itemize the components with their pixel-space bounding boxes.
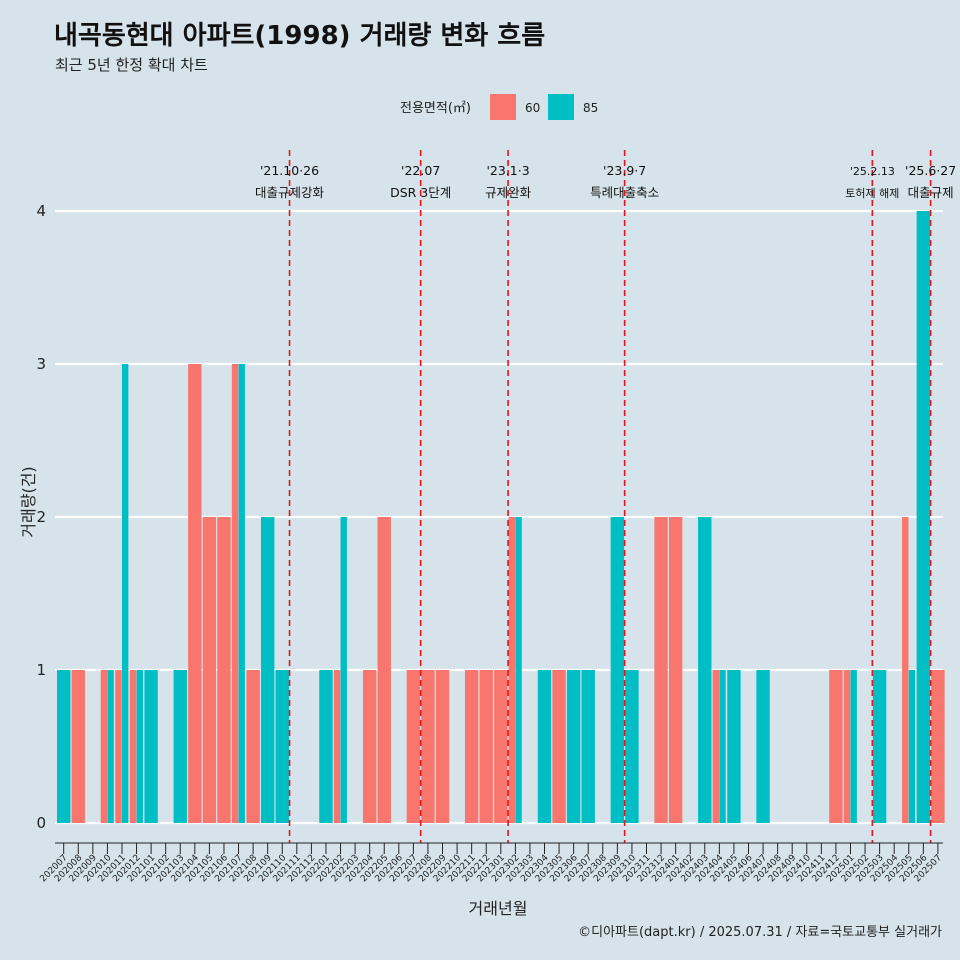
bar-85-202103	[173, 670, 187, 823]
bar-85-202304	[537, 670, 552, 823]
chart-caption: ©디아파트(dapt.kr) / 2025.07.31 / 자료=국토교통부 실…	[578, 925, 942, 940]
event-date: '25.2.13	[850, 165, 895, 178]
bar-85-202404	[719, 670, 726, 823]
event-date: '23.1·3	[486, 163, 529, 178]
bar-85-202109	[260, 517, 275, 823]
y-tick-label: 0	[36, 814, 46, 832]
bar-60-202212	[479, 670, 493, 823]
event-annotations: '21.10·26 대출규제강화 '22.07 DSR 3단계 '23.1·3 규제완화 '…	[255, 163, 956, 200]
bar-60-202012	[129, 670, 137, 823]
bar-85-202506	[916, 211, 931, 823]
bar-60-202211	[464, 670, 479, 823]
bar-85-202309	[610, 517, 625, 823]
legend-swatch-85	[548, 94, 574, 120]
y-tick-label: 2	[36, 508, 46, 526]
bars	[56, 211, 945, 823]
bar-60-202107	[231, 364, 239, 823]
event-date: '22.07	[401, 163, 440, 178]
bar-85-202405	[727, 670, 741, 823]
bar-85-202012	[136, 670, 143, 823]
bar-60-202108	[246, 670, 260, 823]
bar-85-202302	[515, 517, 522, 823]
event-label: 특례대출축소	[590, 185, 659, 200]
bar-85-202011	[121, 364, 129, 823]
event-label: 규제완화	[485, 185, 532, 200]
bar-85-202310	[625, 670, 639, 823]
event-label: 토허제 해제	[845, 186, 899, 200]
chart-title: 내곡동현대 아파트(1998) 거래량 변화 흐름	[54, 21, 545, 51]
bar-85-202010	[107, 670, 114, 823]
bar-60-202011	[115, 670, 122, 823]
bar-60-202312	[654, 517, 668, 823]
bar-60-202202	[333, 670, 341, 823]
event-date: '25.6·27	[905, 163, 956, 178]
bar-85-202007	[56, 670, 71, 823]
bar-85-202407	[756, 670, 770, 823]
bar-60-202008	[71, 670, 85, 823]
x-axis-label: 거래년월	[469, 899, 528, 918]
event-label: DSR 3단계	[390, 185, 451, 200]
bar-85-202306	[566, 670, 581, 823]
bar-60-202401	[668, 517, 683, 823]
bar-60-202501	[843, 670, 851, 823]
bar-85-202101	[144, 670, 158, 823]
bar-85-202503	[872, 670, 887, 823]
legend-label-60: 60	[525, 101, 540, 115]
legend-title: 전용면적(㎡)	[400, 101, 471, 116]
event-label: 대출규제강화	[255, 185, 325, 200]
event-lines	[288, 150, 932, 843]
bar-60-202204	[362, 670, 377, 823]
event-date: '21.10·26	[260, 163, 319, 178]
bar-85-202202	[340, 517, 347, 823]
bar-85-202501	[850, 670, 857, 823]
bar-85-202505	[908, 670, 916, 823]
y-tick-label: 3	[36, 355, 46, 373]
chart-subtitle: 최근 5년 한정 확대 차트	[55, 56, 208, 74]
bar-60-202404	[712, 670, 720, 823]
legend-swatch-60	[490, 94, 516, 120]
bar-85-202110	[275, 670, 289, 823]
bar-60-202208	[421, 670, 435, 823]
bar-60-202301	[494, 670, 508, 823]
bar-85-202403	[698, 517, 712, 823]
event-label: 대출규제	[908, 185, 954, 200]
bar-60-202105	[202, 517, 217, 823]
bar-60-202106	[217, 517, 231, 823]
bar-85-202201	[319, 670, 333, 823]
bar-85-202107	[238, 364, 245, 823]
bar-60-202412	[829, 670, 843, 823]
y-tick-label: 1	[36, 661, 46, 679]
bar-60-202507	[931, 670, 945, 823]
event-date: '23.9·7	[603, 163, 646, 178]
legend-label-85: 85	[583, 101, 598, 115]
bar-60-202104	[188, 364, 202, 823]
bar-60-202207	[406, 670, 421, 823]
bar-60-202209	[435, 670, 450, 823]
y-tick-label: 4	[36, 202, 46, 220]
bar-85-202307	[581, 670, 595, 823]
y-axis-label: 거래량(건)	[19, 466, 38, 537]
bar-60-202010	[100, 670, 108, 823]
bar-60-202305	[552, 670, 566, 823]
y-axis-ticks: 0 1 2 3 4	[36, 202, 46, 832]
bar-60-202505	[902, 517, 909, 823]
bar-60-202205	[377, 517, 391, 823]
bar-60-202302	[508, 517, 516, 823]
legend: 전용면적(㎡) 60 85	[400, 94, 598, 120]
